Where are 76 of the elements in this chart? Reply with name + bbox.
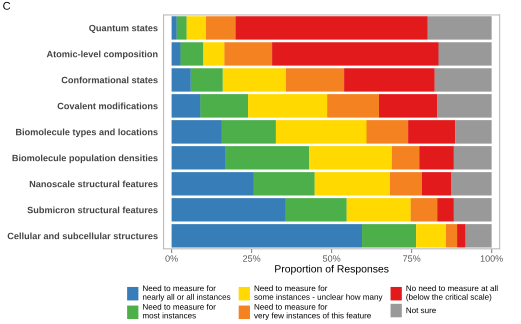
bar (410, 198, 438, 222)
bar (454, 198, 492, 222)
bar (457, 224, 466, 248)
bar (446, 224, 458, 248)
x-tick-label: 100% (480, 255, 503, 262)
bar (172, 120, 222, 144)
bar (222, 68, 286, 92)
bar (392, 146, 420, 170)
bar (190, 68, 223, 92)
y-tick-label: Quantum states (89, 24, 158, 34)
y-tick-label: Covalent modifications (58, 102, 158, 110)
x-tick-label: 50% (322, 255, 340, 262)
x-tick-label: 25% (243, 255, 260, 262)
bar (203, 42, 224, 66)
bar (416, 224, 446, 248)
x-tick-label: 75% (403, 255, 420, 262)
bar (236, 16, 428, 40)
bar (186, 16, 206, 40)
bar (465, 224, 492, 248)
bar (286, 198, 347, 222)
bar (346, 198, 411, 222)
bar (437, 94, 492, 118)
bar (378, 94, 438, 118)
y-tick-label: Submicron structural features (27, 206, 158, 214)
x-axis-title: Proportion of Responses (275, 264, 389, 275)
bar (390, 172, 422, 196)
bar (362, 224, 416, 248)
legend-label: Need to measure for some instances - unclear how many (254, 285, 382, 302)
y-tick-label: Atomic-level composition (46, 50, 158, 60)
bar (327, 94, 379, 118)
bar (200, 94, 248, 118)
bar (314, 172, 390, 196)
legend-label: Not sure (406, 308, 436, 314)
legend-label: Need to measure for most instances (142, 304, 216, 318)
bar (172, 224, 362, 248)
legend-label: No need to measure at all (below the critical scale) (406, 285, 498, 302)
bar (455, 120, 492, 144)
bar (224, 42, 272, 66)
bar (408, 120, 456, 144)
bar (344, 68, 435, 92)
bar (180, 42, 204, 66)
bar (248, 94, 328, 118)
bar (254, 172, 315, 196)
bar (172, 172, 254, 196)
y-tick-label: Biomolecule population densities (12, 154, 158, 164)
bar (176, 16, 187, 40)
bar (434, 68, 492, 92)
bar (172, 68, 191, 92)
bar (438, 42, 492, 66)
bar (428, 16, 492, 40)
bar (172, 146, 226, 170)
bar (437, 198, 454, 222)
text: C (3, 2, 10, 10)
bar (172, 94, 200, 118)
bar (286, 68, 344, 92)
bar (419, 146, 454, 170)
bar (366, 120, 408, 144)
bar (172, 198, 286, 222)
legend-label: Need to measure for very few instances of this feature (254, 304, 371, 320)
bar (454, 146, 492, 170)
bar (226, 146, 310, 170)
bar (272, 42, 439, 66)
bar (276, 120, 366, 144)
y-tick-label: Biomolecule types and locations (16, 128, 158, 138)
bar (206, 16, 236, 40)
legend-label: Need to measure for nearly all or all instances (142, 285, 230, 302)
y-tick-label: Nanoscale structural features (30, 180, 158, 188)
bar (309, 146, 392, 170)
x-tick-label: 0% (165, 255, 178, 262)
bar (172, 42, 181, 66)
y-tick-label: Cellular and subcellular structures (8, 232, 158, 240)
bar (222, 120, 276, 144)
bar (172, 16, 177, 40)
bar (422, 172, 452, 196)
bar (451, 172, 492, 196)
y-tick-label: Conformational states (62, 76, 158, 84)
